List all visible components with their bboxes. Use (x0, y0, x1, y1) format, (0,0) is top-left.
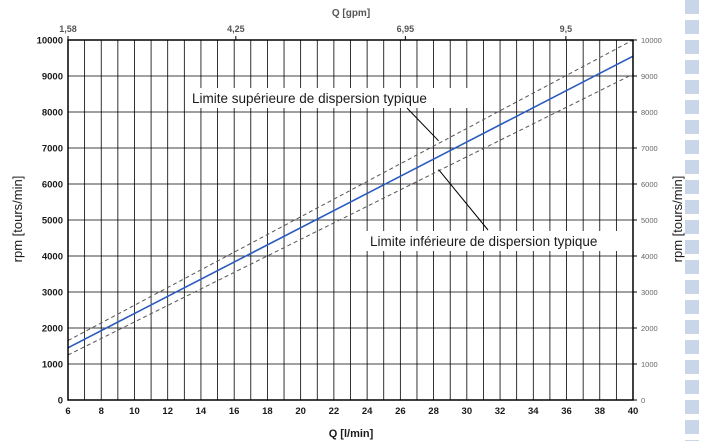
x-tick-label: 30 (462, 406, 473, 417)
y-tick-label: 8000 (42, 108, 63, 119)
y-tick-label: 0 (58, 396, 63, 407)
x-tick-label: 10 (129, 406, 140, 417)
x2-tick-label: 4,25 (227, 24, 245, 34)
y2-tick-label: 7000 (641, 144, 658, 153)
y2-tick-label: 1000 (641, 360, 658, 369)
y2-tick-label: 3000 (641, 288, 658, 297)
y2-tick-label: 10000 (641, 36, 662, 45)
edge-decoration (685, 0, 699, 441)
right-axis-title: rpm [tours/min] (670, 176, 685, 263)
annotation-lower-bg (366, 231, 630, 251)
y-tick-label: 9000 (42, 72, 63, 83)
x-tick-label: 24 (362, 406, 373, 417)
y-tick-label: 7000 (42, 144, 63, 155)
y2-tick-label: 6000 (641, 180, 658, 189)
x-tick-label: 14 (196, 406, 207, 417)
annotation-upper-bg (186, 88, 483, 108)
x-tick-label: 28 (428, 406, 439, 417)
series-line-upper (67, 39, 634, 342)
y-tick-label: 4000 (42, 252, 63, 263)
x-tick-label: 22 (329, 406, 340, 417)
y2-tick-label: 8000 (641, 108, 658, 117)
x-tick-label: 18 (262, 406, 273, 417)
x-tick-label: 40 (628, 406, 639, 417)
series-lines (67, 39, 634, 356)
series-line-lower (67, 73, 634, 356)
y-tick-label: 5000 (42, 216, 63, 227)
annotation-lower-text: Limite inférieure de dispersion typique (370, 234, 597, 249)
y-tick-label: 3000 (42, 288, 63, 299)
series-line-nominal (67, 55, 634, 349)
x-tick-label: 16 (229, 406, 240, 417)
x-axis-title: Q [l/min] (329, 428, 374, 440)
y2-tick-label: 5000 (641, 216, 658, 225)
annotations: Limite supérieure de dispersion typique L… (186, 88, 630, 251)
y2-tick-label: 0 (641, 396, 645, 405)
x-tick-label: 6 (65, 406, 70, 417)
y-tick-label: 10000 (37, 36, 63, 47)
x-tick-label: 26 (395, 406, 406, 417)
top-axis-title: Q [gpm] (332, 8, 370, 19)
annotation-upper-text: Limite supérieure de dispersion typique (192, 91, 427, 106)
y2-tick-label: 4000 (641, 252, 658, 261)
plot-frame (67, 39, 634, 401)
y-axis-title: rpm [tours/min] (10, 176, 25, 263)
x-tick-label: 34 (528, 406, 539, 417)
y2-tick-label: 9000 (641, 72, 658, 81)
tick-labels: 6 8 10 12 14 16 18 20 22 24 26 28 30 32 34 36 38 400 01000… (37, 24, 662, 417)
x-tick-label: 12 (162, 406, 173, 417)
y2-tick-label: 2000 (641, 324, 658, 333)
y-tick-label: 6000 (42, 180, 63, 191)
y-tick-label: 2000 (42, 324, 63, 335)
x2-tick-label: 9,5 (560, 24, 573, 34)
x2-tick-label: 1,58 (59, 24, 77, 34)
y-tick-label: 1000 (42, 360, 63, 371)
x2-tick-label: 6,95 (397, 24, 415, 34)
x-tick-label: 38 (594, 406, 605, 417)
annotation-upper-leader (406, 107, 439, 142)
x-tick-label: 32 (495, 406, 506, 417)
x-tick-label: 8 (99, 406, 104, 417)
annotation-lower-leader (438, 169, 489, 231)
x-tick-label: 36 (561, 406, 572, 417)
x-tick-label: 20 (295, 406, 306, 417)
